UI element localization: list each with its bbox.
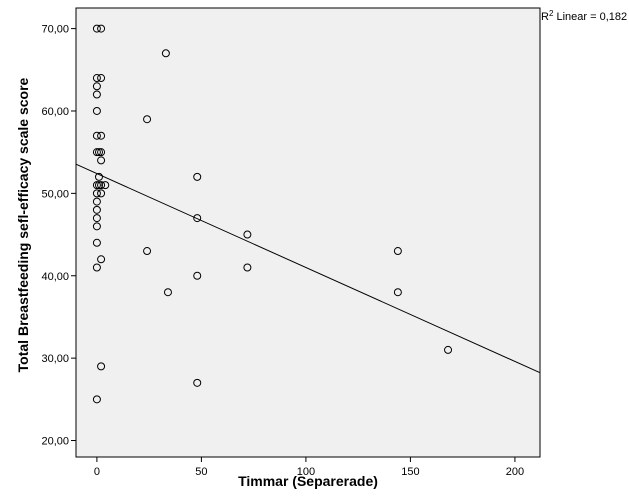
- data-point: [92, 82, 101, 91]
- x-tick-label: 0: [94, 466, 100, 478]
- data-point: [92, 74, 101, 83]
- r2-label-prefix: R: [541, 11, 549, 23]
- x-tick-label: 150: [401, 466, 419, 478]
- data-point: [92, 189, 101, 198]
- x-tick-label: 200: [506, 466, 524, 478]
- data-point: [92, 131, 101, 140]
- data-point: [92, 238, 101, 247]
- x-axis-ticks: 0 50 100 150 200: [94, 457, 524, 478]
- data-point: [97, 362, 106, 371]
- y-tick-label: 30,00: [41, 353, 69, 365]
- data-point: [444, 345, 453, 354]
- data-point: [193, 214, 202, 223]
- data-point: [101, 181, 110, 190]
- data-point: [92, 222, 101, 231]
- x-axis-title: Timmar (Separerade): [238, 473, 378, 489]
- data-point: [161, 49, 170, 58]
- fit-line-layer: [75, 163, 541, 374]
- data-point: [92, 205, 101, 214]
- data-point: [193, 172, 202, 181]
- linear-fit-line: [75, 163, 541, 374]
- y-axis-ticks: 20,00 30,00 40,00 50,00 60,00 70,00: [41, 24, 76, 448]
- data-point: [94, 148, 103, 157]
- r2-linear-label: R2 Linear = 0,182: [541, 9, 627, 23]
- data-point: [92, 106, 101, 115]
- data-point: [393, 247, 402, 256]
- y-tick-label: 70,00: [41, 24, 69, 36]
- x-tick-label: 100: [297, 466, 315, 478]
- data-point: [193, 378, 202, 387]
- data-point: [143, 115, 152, 124]
- data-points-layer: [92, 24, 453, 404]
- data-point: [193, 271, 202, 280]
- x-tick-label: 50: [195, 466, 207, 478]
- data-point: [97, 255, 106, 264]
- data-point: [97, 148, 106, 157]
- data-point: [92, 214, 101, 223]
- y-tick-label: 40,00: [41, 271, 69, 283]
- data-point: [92, 263, 101, 272]
- data-point: [92, 90, 101, 99]
- data-point: [97, 74, 106, 83]
- y-tick-label: 20,00: [41, 436, 69, 448]
- data-point: [393, 288, 402, 297]
- y-axis-title: Total Breastfeeding sefl-efficacy scale …: [15, 77, 31, 372]
- data-point: [92, 197, 101, 206]
- r2-label-superscript: 2: [549, 9, 554, 18]
- data-point: [97, 24, 106, 33]
- data-point: [97, 181, 106, 190]
- data-point: [92, 24, 101, 33]
- plot-area: [75, 7, 541, 458]
- data-point: [94, 172, 103, 181]
- data-point: [92, 395, 101, 404]
- r2-label-suffix: Linear = 0,182: [553, 11, 627, 23]
- y-tick-label: 60,00: [41, 106, 69, 118]
- data-point: [143, 247, 152, 256]
- data-point: [97, 156, 106, 165]
- data-point: [163, 288, 172, 297]
- data-point: [243, 263, 252, 272]
- data-point: [94, 181, 103, 190]
- y-tick-label: 50,00: [41, 188, 69, 200]
- data-point: [97, 131, 106, 140]
- data-point: [92, 181, 101, 190]
- data-point: [92, 148, 101, 157]
- data-point: [243, 230, 252, 239]
- data-point: [97, 189, 106, 198]
